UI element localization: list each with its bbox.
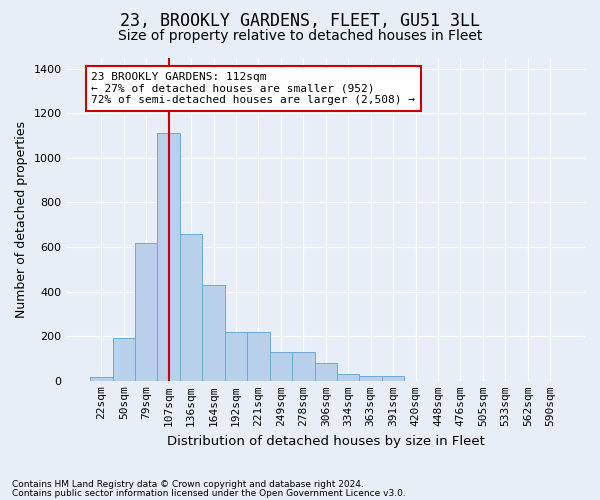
- Bar: [113, 338, 135, 381]
- Y-axis label: Number of detached properties: Number of detached properties: [15, 120, 28, 318]
- Bar: [90, 377, 113, 381]
- Bar: [202, 285, 225, 381]
- Bar: [337, 374, 359, 381]
- Bar: [135, 243, 157, 381]
- X-axis label: Distribution of detached houses by size in Fleet: Distribution of detached houses by size …: [167, 434, 485, 448]
- Text: 23, BROOKLY GARDENS, FLEET, GU51 3LL: 23, BROOKLY GARDENS, FLEET, GU51 3LL: [120, 12, 480, 30]
- Bar: [225, 332, 247, 381]
- Bar: [359, 376, 382, 381]
- Bar: [314, 363, 337, 381]
- Bar: [157, 132, 180, 381]
- Bar: [292, 352, 314, 381]
- Text: Contains public sector information licensed under the Open Government Licence v3: Contains public sector information licen…: [12, 490, 406, 498]
- Bar: [269, 352, 292, 381]
- Text: Contains HM Land Registry data © Crown copyright and database right 2024.: Contains HM Land Registry data © Crown c…: [12, 480, 364, 489]
- Bar: [180, 234, 202, 381]
- Bar: [382, 376, 404, 381]
- Text: 23 BROOKLY GARDENS: 112sqm
← 27% of detached houses are smaller (952)
72% of sem: 23 BROOKLY GARDENS: 112sqm ← 27% of deta…: [91, 72, 415, 105]
- Text: Size of property relative to detached houses in Fleet: Size of property relative to detached ho…: [118, 29, 482, 43]
- Bar: [247, 332, 269, 381]
